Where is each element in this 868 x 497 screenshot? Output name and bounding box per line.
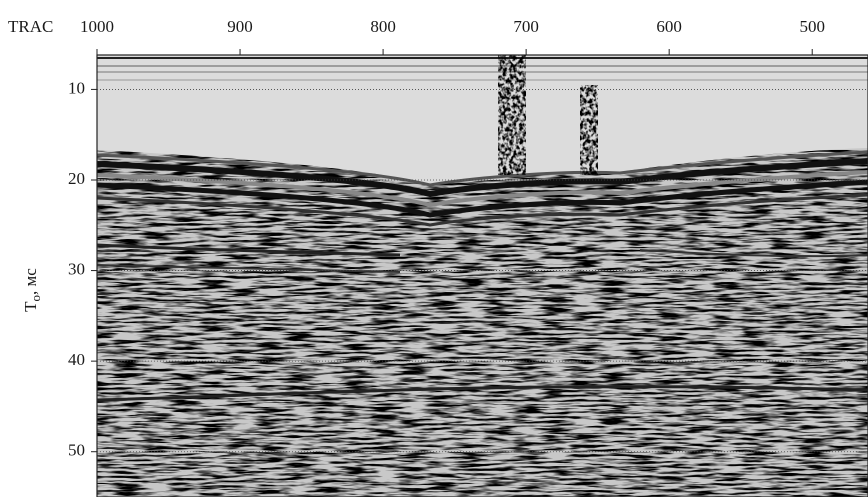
y-tick-label: 40 — [68, 350, 85, 369]
y-axis-label-main: T — [21, 301, 40, 312]
y-axis-label: To, мс — [21, 268, 43, 312]
y-tick-label: 30 — [68, 259, 85, 278]
seismic-section — [97, 55, 868, 497]
x-tick-label: 500 — [799, 17, 825, 36]
y-tick-label: 10 — [68, 78, 85, 97]
y-tick-label: 20 — [68, 169, 85, 188]
x-tick-label: 900 — [227, 17, 253, 36]
plot-frame — [96, 54, 868, 497]
x-tick-label: 1000 — [80, 17, 114, 36]
y-tick-label: 50 — [68, 441, 85, 460]
y-axis-label-rest: , мс — [21, 268, 40, 295]
x-tick-label: 800 — [370, 17, 396, 36]
x-tick-label: 700 — [513, 17, 539, 36]
x-tick-label: 600 — [656, 17, 682, 36]
x-axis-label: TRAC — [8, 17, 53, 36]
y-axis-label-sub: o — [28, 295, 43, 302]
